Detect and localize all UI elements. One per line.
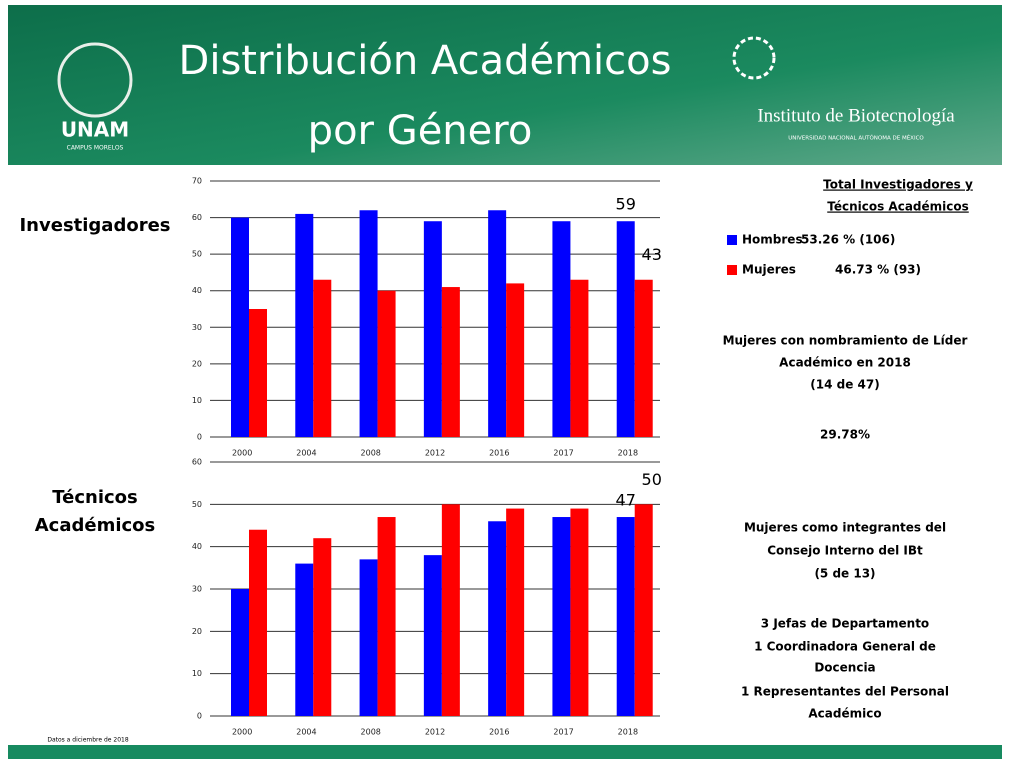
note-line: (5 de 13) xyxy=(814,567,875,581)
bar xyxy=(442,504,460,716)
x-tick-label: 2018 xyxy=(618,449,638,458)
x-tick-label: 2016 xyxy=(489,449,509,458)
note-line: Mujeres con nombramiento de Líder xyxy=(723,334,968,348)
chart-title-line: Técnicos xyxy=(52,487,138,508)
y-tick-label: 70 xyxy=(192,177,202,186)
legend-label: Mujeres xyxy=(742,263,796,277)
bar xyxy=(295,564,313,716)
y-tick-label: 60 xyxy=(192,213,202,222)
bar xyxy=(552,517,570,716)
x-tick-label: 2018 xyxy=(618,728,638,737)
note-line: Consejo Interno del IBt xyxy=(767,544,923,558)
data-label: 47 xyxy=(616,491,636,510)
y-tick-label: 0 xyxy=(197,433,202,442)
role-line: 1 Representantes del Personal xyxy=(741,685,949,699)
slide: UNAM CAMPUS MORELOS Distribución Académi… xyxy=(0,0,1010,763)
y-tick-label: 60 xyxy=(192,458,202,467)
bar xyxy=(424,221,442,437)
y-tick-label: 10 xyxy=(192,396,202,405)
y-tick-label: 50 xyxy=(192,500,202,509)
y-tick-label: 20 xyxy=(192,627,202,636)
data-label: 59 xyxy=(616,195,636,214)
note-percent: 29.78% xyxy=(820,428,870,442)
role-line: 3 Jefas de Departamento xyxy=(761,617,929,631)
x-tick-label: 2004 xyxy=(296,728,316,737)
legend-stat: 53.26 % (106) xyxy=(801,233,895,247)
y-tick-label: 30 xyxy=(192,323,202,332)
bar xyxy=(617,221,635,437)
bar xyxy=(249,530,267,716)
x-tick-label: 2008 xyxy=(361,449,381,458)
chart-title-line: Académicos xyxy=(35,515,156,536)
bar xyxy=(570,509,588,716)
bar xyxy=(313,280,331,437)
bar xyxy=(231,589,249,716)
note-line: Mujeres como integrantes del xyxy=(744,521,946,535)
y-tick-label: 40 xyxy=(192,542,202,551)
y-tick-label: 10 xyxy=(192,669,202,678)
bar xyxy=(378,517,396,716)
bar xyxy=(360,559,378,716)
role-line: Académico xyxy=(808,707,881,721)
x-tick-label: 2012 xyxy=(425,728,445,737)
y-tick-label: 0 xyxy=(197,712,202,721)
bar xyxy=(617,517,635,716)
x-tick-label: 2012 xyxy=(425,449,445,458)
bar xyxy=(313,538,331,716)
x-tick-label: 2017 xyxy=(553,728,573,737)
x-tick-label: 2000 xyxy=(232,728,252,737)
footer-note: Datos a diciembre de 2018 xyxy=(47,737,129,744)
bar xyxy=(506,509,524,716)
role-line: 1 Coordinadora General de xyxy=(754,640,936,654)
bar xyxy=(552,221,570,437)
institute-sub: UNIVERSIDAD NACIONAL AUTÓNOMA DE MÉXICO xyxy=(788,134,924,142)
bar xyxy=(424,555,442,716)
y-tick-label: 30 xyxy=(192,585,202,594)
y-tick-label: 40 xyxy=(192,286,202,295)
legend-swatch xyxy=(727,235,737,245)
page: UNAM CAMPUS MORELOS Distribución Académi… xyxy=(0,0,1010,767)
bar xyxy=(249,309,267,437)
bar xyxy=(506,283,524,437)
title: Distribución Académicos xyxy=(179,38,672,84)
bar xyxy=(635,280,653,437)
bar xyxy=(570,280,588,437)
legend-title: Total Investigadores y xyxy=(823,178,973,192)
logo-sub: CAMPUS MORELOS xyxy=(67,145,124,152)
data-label: 43 xyxy=(642,245,662,264)
title: por Género xyxy=(308,108,533,154)
legend-stat: 46.73 % (93) xyxy=(835,263,921,277)
legend-label: Hombres xyxy=(742,233,803,247)
bar xyxy=(231,218,249,437)
y-tick-label: 50 xyxy=(192,250,202,259)
logo-text: UNAM xyxy=(61,118,129,142)
bar xyxy=(378,291,396,437)
x-tick-label: 2000 xyxy=(232,449,252,458)
bar xyxy=(635,504,653,716)
institute: Instituto de Biotecnología xyxy=(757,105,955,126)
x-tick-label: 2008 xyxy=(361,728,381,737)
note-line: Académico en 2018 xyxy=(779,356,911,370)
note-line: (14 de 47) xyxy=(810,378,879,392)
legend-title: Técnicos Académicos xyxy=(827,200,969,214)
bar xyxy=(360,210,378,437)
x-tick-label: 2016 xyxy=(489,728,509,737)
chart-title: Investigadores xyxy=(19,215,170,236)
bar xyxy=(488,521,506,716)
x-tick-label: 2017 xyxy=(553,449,573,458)
footer-band xyxy=(8,745,1002,759)
legend-swatch xyxy=(727,265,737,275)
role-line: Docencia xyxy=(814,661,875,675)
y-tick-label: 20 xyxy=(192,359,202,368)
x-tick-label: 2004 xyxy=(296,449,316,458)
data-label: 50 xyxy=(642,470,662,489)
bar xyxy=(295,214,313,437)
bar xyxy=(442,287,460,437)
bar xyxy=(488,210,506,437)
